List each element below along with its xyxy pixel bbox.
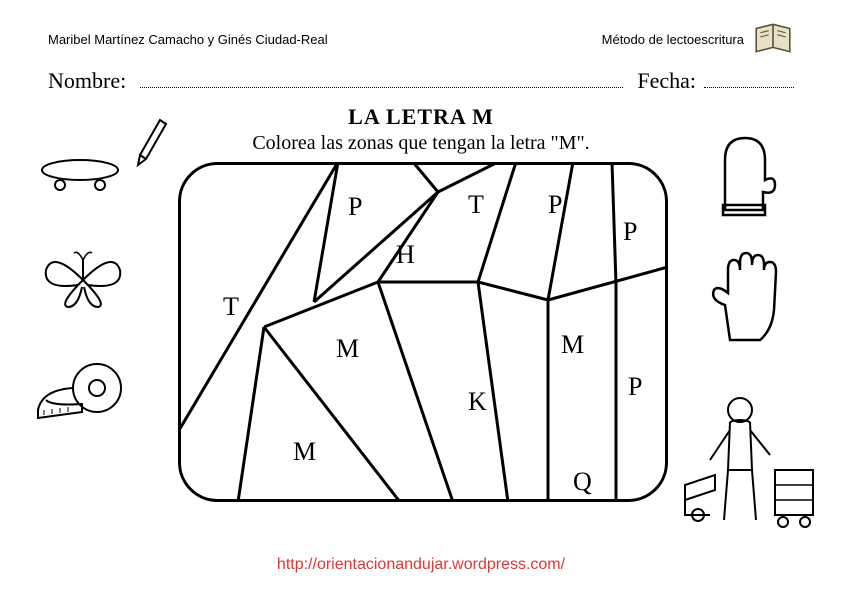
coloring-puzzle[interactable]: P T P P H T M M K P M Q xyxy=(178,162,668,502)
author-credit: Maribel Martínez Camacho y Ginés Ciudad-… xyxy=(48,32,328,47)
puzzle-letter: K xyxy=(468,387,487,417)
mitten-icon xyxy=(705,130,780,220)
source-url[interactable]: http://orientacionandujar.wordpress.com/ xyxy=(0,556,842,574)
tape-measure-icon xyxy=(32,360,127,425)
puzzle-letter: P xyxy=(628,372,642,402)
name-date-row: Nombre: Fecha: xyxy=(0,60,842,94)
puzzle-letter: T xyxy=(223,292,239,322)
puzzle-letter: T xyxy=(468,190,484,220)
puzzle-letter: H xyxy=(396,240,415,270)
header-right: Método de lectoescritura xyxy=(602,18,794,60)
puzzle-letter: M xyxy=(336,334,359,364)
book-icon xyxy=(752,18,794,60)
puzzle-letter: P xyxy=(548,190,562,220)
hand-icon xyxy=(700,245,790,345)
puzzle-letter: M xyxy=(561,330,584,360)
date-blank[interactable] xyxy=(704,70,794,88)
name-label: Nombre: xyxy=(48,68,126,94)
page-title: LA LETRA M xyxy=(0,104,842,130)
mechanic-icon xyxy=(680,390,820,540)
puzzle-letter: M xyxy=(293,437,316,467)
name-blank[interactable] xyxy=(140,70,623,88)
puzzle-svg xyxy=(178,162,668,502)
puzzle-letter: P xyxy=(623,217,637,247)
date-label: Fecha: xyxy=(637,68,696,94)
header: Maribel Martínez Camacho y Ginés Ciudad-… xyxy=(0,0,842,60)
pencil-icon xyxy=(130,115,170,170)
puzzle-letter: P xyxy=(348,192,362,222)
butterfly-icon xyxy=(38,245,128,315)
skateboard-icon xyxy=(38,155,123,195)
puzzle-letter: Q xyxy=(573,467,592,497)
method-label: Método de lectoescritura xyxy=(602,32,744,47)
